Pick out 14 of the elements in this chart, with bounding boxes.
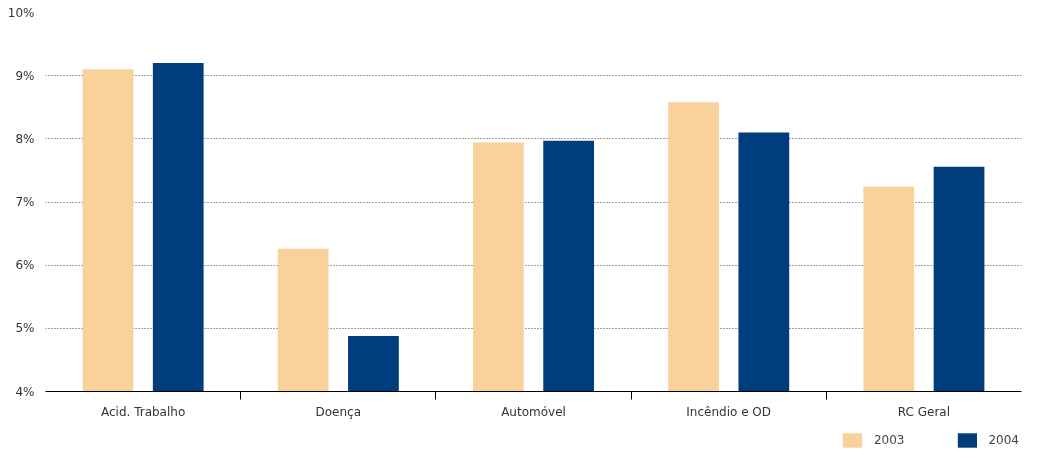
y-tick-label: 8% — [15, 131, 35, 146]
legend-label: 2003 — [873, 433, 905, 447]
y-tick-label: 9% — [15, 68, 35, 83]
y-tick-label: 10% — [7, 5, 35, 20]
x-tick-label: Doença — [315, 404, 362, 419]
y-tick-label: 4% — [15, 384, 35, 399]
y-tick-label: 7% — [15, 195, 35, 209]
x-tick-label: RC Geral — [897, 404, 951, 419]
legend-label: 2004 — [988, 433, 1019, 447]
x-tick-label: Acid. Trabalho — [100, 404, 186, 419]
y-tick-label: 6% — [15, 258, 35, 273]
y-tick-label: 5% — [15, 321, 35, 336]
x-tick-label: Automóvel — [501, 404, 566, 419]
x-tick-label: Incêndio e OD — [686, 404, 772, 419]
